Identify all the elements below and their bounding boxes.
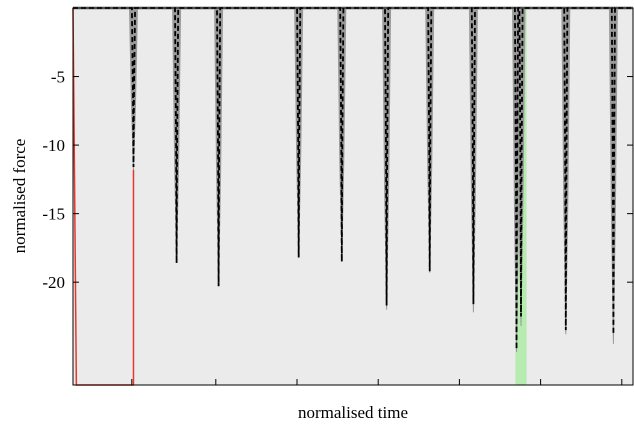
plot-frame xyxy=(72,7,634,386)
y-tick-label: -10 xyxy=(42,136,65,155)
plot-area xyxy=(73,8,633,385)
y-axis-label: normalised force xyxy=(10,139,29,254)
y-tick-label: -5 xyxy=(51,68,65,87)
y-tick-label: -15 xyxy=(42,205,65,224)
y-tick-label: -20 xyxy=(42,273,65,292)
x-axis-label: normalised time xyxy=(298,403,408,422)
